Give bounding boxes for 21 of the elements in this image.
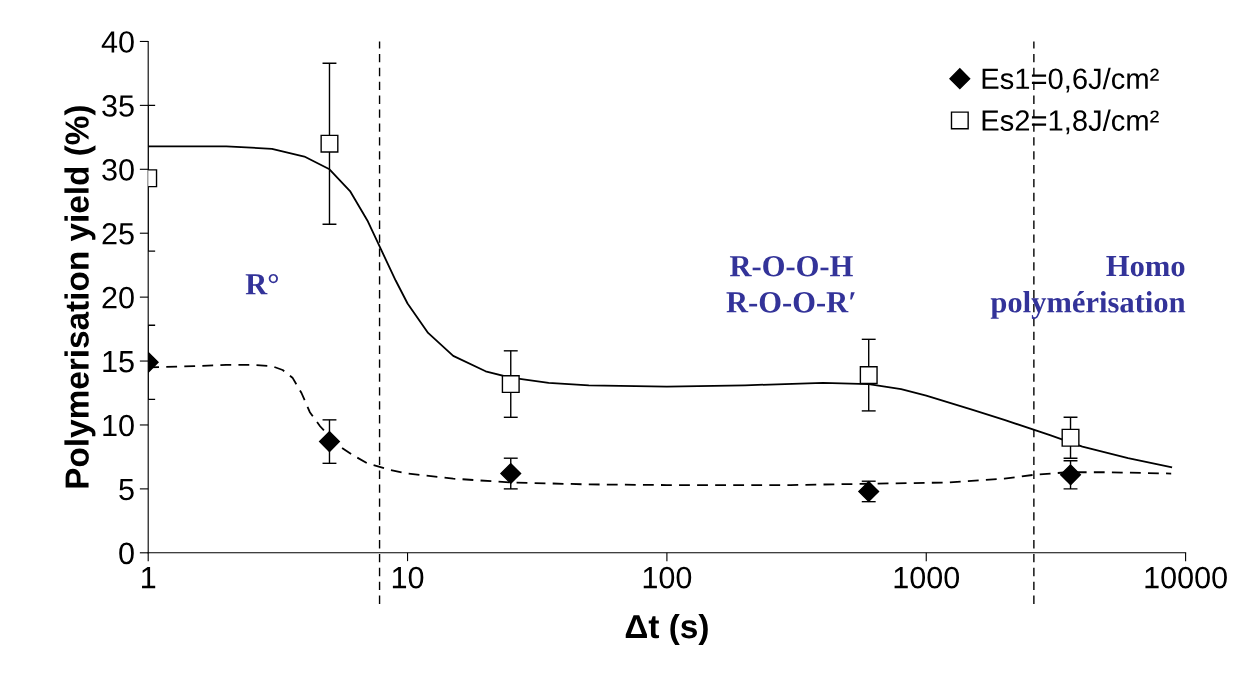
x-tick-label: 10000 <box>1145 566 1227 589</box>
x-axis-title: Δt (s) <box>625 613 708 645</box>
legend-label: Es1=0,6J/cm² <box>982 67 1159 93</box>
annotation: Homo polymérisation <box>990 256 1186 319</box>
y-tick-label: 30 <box>102 159 134 181</box>
y-tick-label: 15 <box>103 351 134 373</box>
annotation: R-O-O-H R-O-O-R′ <box>726 255 855 313</box>
y-axis-title: Polymerisation yield (%) <box>64 106 96 488</box>
x-tick-label: 1000 <box>894 566 960 589</box>
y-tick-label: 10 <box>103 414 134 437</box>
y-tick-label: 20 <box>102 286 134 309</box>
y-tick-label: 25 <box>102 222 134 245</box>
y-tick-label: 5 <box>119 478 134 501</box>
annotation: R° <box>245 273 278 295</box>
y-tick-label: 0 <box>119 542 134 565</box>
y-tick-label: 40 <box>101 31 134 53</box>
x-tick-label: 10 <box>392 566 424 589</box>
x-tick-label: 1 <box>142 567 156 589</box>
legend-label: Es2=1,8J/cm² <box>982 109 1159 135</box>
x-tick-label: 100 <box>643 566 692 589</box>
y-tick-label: 35 <box>102 95 134 117</box>
